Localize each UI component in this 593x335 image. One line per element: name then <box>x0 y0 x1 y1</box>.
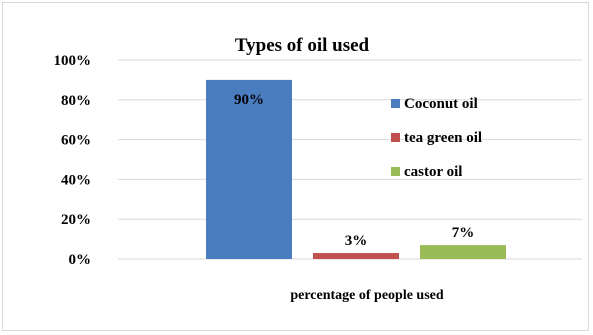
y-tick-label: 80% <box>61 93 91 109</box>
y-tick-label: 20% <box>61 212 91 228</box>
chart-title: Types of oil used <box>235 35 370 56</box>
data-label: 3% <box>345 233 368 249</box>
legend-label: Coconut oil <box>404 96 478 112</box>
legend-label: tea green oil <box>404 130 482 146</box>
legend: Coconut oil tea green oil castor oil <box>391 96 482 180</box>
data-labels: 90% 3% 7% <box>234 92 474 249</box>
legend-swatch <box>391 99 400 108</box>
bar <box>420 245 506 259</box>
y-tick-label: 100% <box>54 53 92 69</box>
bar <box>313 253 399 259</box>
legend-swatch <box>391 167 400 176</box>
bar <box>206 79 292 260</box>
bars <box>206 79 506 260</box>
x-axis-label: percentage of people used <box>290 288 444 303</box>
data-label: 7% <box>452 225 475 241</box>
chart-frame <box>2 2 589 331</box>
y-tick-label: 0% <box>69 252 92 268</box>
y-tick-label: 40% <box>61 172 91 188</box>
grid-lines <box>118 59 582 260</box>
legend-label: castor oil <box>404 164 462 180</box>
y-tick-label: 60% <box>61 133 91 149</box>
legend-swatch <box>391 133 400 142</box>
y-axis-ticks: 0% 20% 40% 60% 80% 100% <box>54 53 92 268</box>
data-label: 90% <box>234 92 264 108</box>
